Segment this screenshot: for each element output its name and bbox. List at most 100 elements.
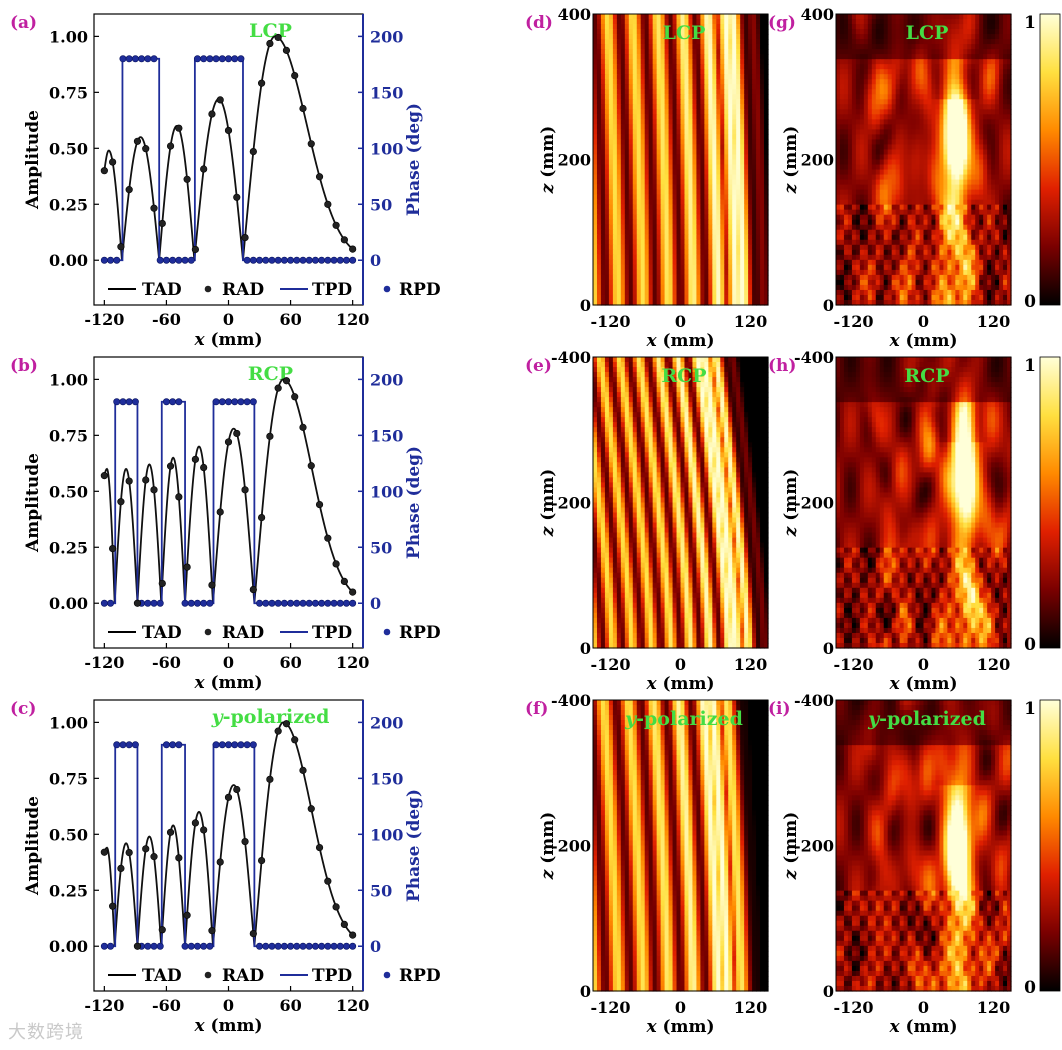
heatmap-cell <box>720 14 725 20</box>
heatmap-cell <box>673 573 678 579</box>
heatmap-cell <box>645 44 650 50</box>
heatmap-cell <box>728 175 733 181</box>
heatmap-cell <box>716 200 721 206</box>
heatmap-cell <box>665 195 670 201</box>
heatmap-cell <box>752 442 757 448</box>
heatmap-cell <box>673 508 678 514</box>
heatmap-cell <box>712 124 717 130</box>
heatmap-cell <box>756 220 761 226</box>
heatmap-cell <box>696 422 701 428</box>
heatmap-cell <box>593 372 598 378</box>
heatmap-cell <box>692 563 697 569</box>
heatmap-cell <box>712 129 717 135</box>
heatmap-cell <box>625 250 630 256</box>
heatmap-cell <box>645 533 650 539</box>
heatmap-cell <box>712 362 717 368</box>
heatmap-cell <box>740 170 745 176</box>
heatmap-cell <box>629 377 634 383</box>
heatmap-cell <box>684 457 689 463</box>
heatmap-cell <box>645 149 650 155</box>
heatmap-cell <box>704 280 709 286</box>
heatmap-cell <box>688 563 693 569</box>
heatmap-cell <box>645 59 650 65</box>
heatmap-cell <box>665 285 670 291</box>
heatmap-cell <box>629 149 634 155</box>
heatmap-cell <box>748 548 753 554</box>
heatmap-cell <box>748 462 753 468</box>
heatmap-cell <box>625 134 630 140</box>
heatmap-cell <box>756 210 761 216</box>
heatmap-cell <box>665 109 670 115</box>
heatmap-cell <box>724 114 729 120</box>
heatmap-cell <box>637 452 642 458</box>
heatmap-cell <box>752 64 757 70</box>
rpd-point <box>207 56 213 62</box>
heatmap-cell <box>700 563 705 569</box>
heatmap-cell <box>677 54 682 60</box>
heatmap-cell <box>673 119 678 125</box>
heatmap-cell <box>720 170 725 176</box>
heatmap-cell <box>720 285 725 291</box>
legend-label: TAD <box>142 966 182 986</box>
heatmap-cell <box>625 558 630 564</box>
heatmap-cell <box>700 94 705 100</box>
heatmap-cell <box>637 538 642 544</box>
heatmap-cell <box>609 134 614 140</box>
heatmap-cell <box>625 94 630 100</box>
rad-point <box>118 498 125 505</box>
heatmap-cell <box>617 553 622 559</box>
heatmap-cell <box>669 74 674 80</box>
heatmap-cell <box>752 467 757 473</box>
heatmap-cell <box>605 14 610 20</box>
heatmap-cell <box>673 427 678 433</box>
heatmap-cell <box>677 588 682 594</box>
heatmap-cell <box>597 225 602 231</box>
heatmap-cell <box>637 513 642 519</box>
heatmap-cell <box>716 492 721 498</box>
heatmap-cell <box>637 149 642 155</box>
heatmap-cell <box>720 79 725 85</box>
heatmap-cell <box>728 528 733 534</box>
heatmap-cell <box>625 518 630 524</box>
heatmap-cell <box>637 49 642 55</box>
heatmap-cell <box>601 170 606 176</box>
heatmap-cell <box>617 568 622 574</box>
heatmap-cell <box>704 467 709 473</box>
heatmap-cell <box>744 482 749 488</box>
heatmap-cell <box>692 513 697 519</box>
heatmap-cell <box>625 367 630 373</box>
heatmap-cell <box>629 548 634 554</box>
heatmap-cell <box>728 200 733 206</box>
heatmap-cell <box>720 382 725 388</box>
heatmap-cell <box>657 568 662 574</box>
heatmap-cell <box>748 190 753 196</box>
heatmap-cell <box>597 89 602 95</box>
heatmap-cell <box>704 79 709 85</box>
heatmap-cell <box>613 583 618 589</box>
heatmap-cell <box>641 74 646 80</box>
heatmap-cell <box>712 523 717 529</box>
heatmap-cell <box>605 462 610 468</box>
heatmap-cell <box>744 220 749 226</box>
heatmap-cell <box>649 382 654 388</box>
heatmap-cell <box>617 497 622 503</box>
heatmap-cell <box>629 467 634 473</box>
heatmap-cell <box>756 245 761 251</box>
heatmap-cell <box>593 553 598 559</box>
heatmap-cell <box>744 19 749 25</box>
heatmap-cell <box>649 357 654 363</box>
heatmap-cell <box>601 382 606 388</box>
heatmap-cell <box>629 372 634 378</box>
heatmap-cell <box>605 84 610 90</box>
heatmap-cell <box>621 14 626 20</box>
heatmap-cell <box>684 49 689 55</box>
heatmap-cell <box>728 377 733 383</box>
heatmap-cell <box>684 467 689 473</box>
heatmap-cell <box>704 59 709 65</box>
heatmap-cell <box>665 250 670 256</box>
heatmap-cell <box>641 387 646 393</box>
heatmap-cell <box>720 432 725 438</box>
heatmap-cell <box>625 235 630 241</box>
heatmap-cell <box>744 144 749 150</box>
heatmap-cell <box>681 255 686 261</box>
